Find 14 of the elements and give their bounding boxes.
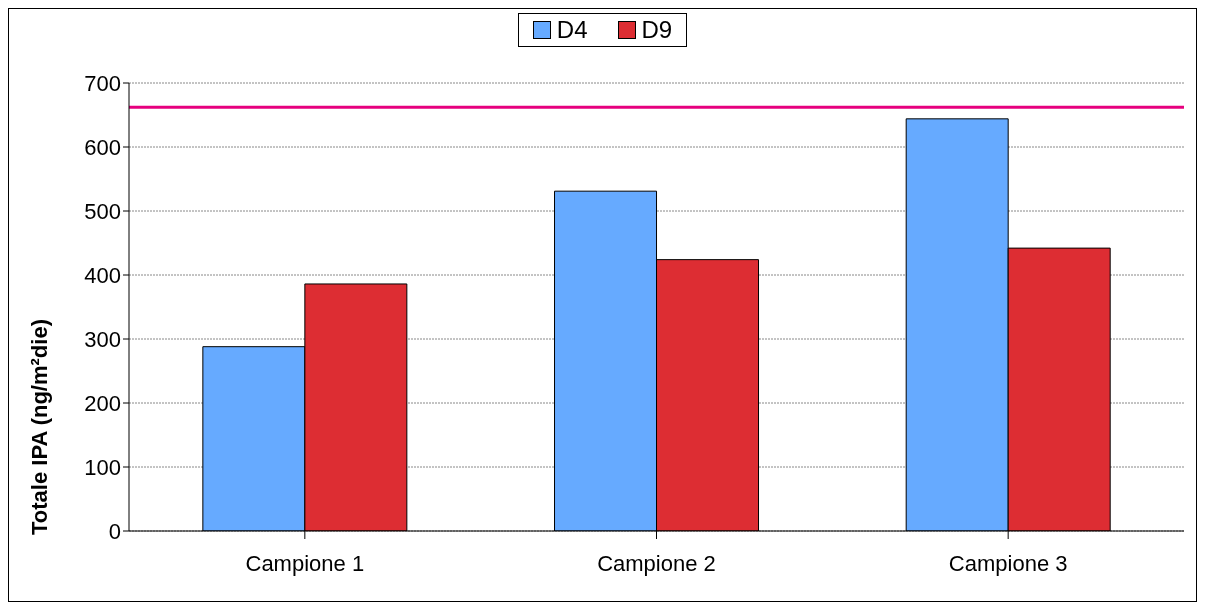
y-tick-label: 500 (84, 198, 121, 224)
x-tick-label: Campione 1 (245, 550, 365, 576)
y-tick-label: 700 (84, 70, 121, 96)
y-tick-label: 100 (84, 454, 121, 480)
y-tick-label: 200 (84, 390, 121, 416)
x-tick-label: Campione 2 (597, 550, 716, 576)
x-tick-label: Campione 3 (948, 550, 1068, 576)
y-tick-label: 300 (84, 326, 121, 352)
y-tick-label: 600 (84, 134, 121, 160)
legend-label: D9 (640, 16, 673, 44)
y-axis-title: Totale IPA (ng/m²die) (26, 319, 52, 535)
y-tick-label: 0 (108, 518, 121, 544)
y-tick-label: 400 (84, 262, 121, 288)
legend-label: D4 (555, 16, 588, 44)
